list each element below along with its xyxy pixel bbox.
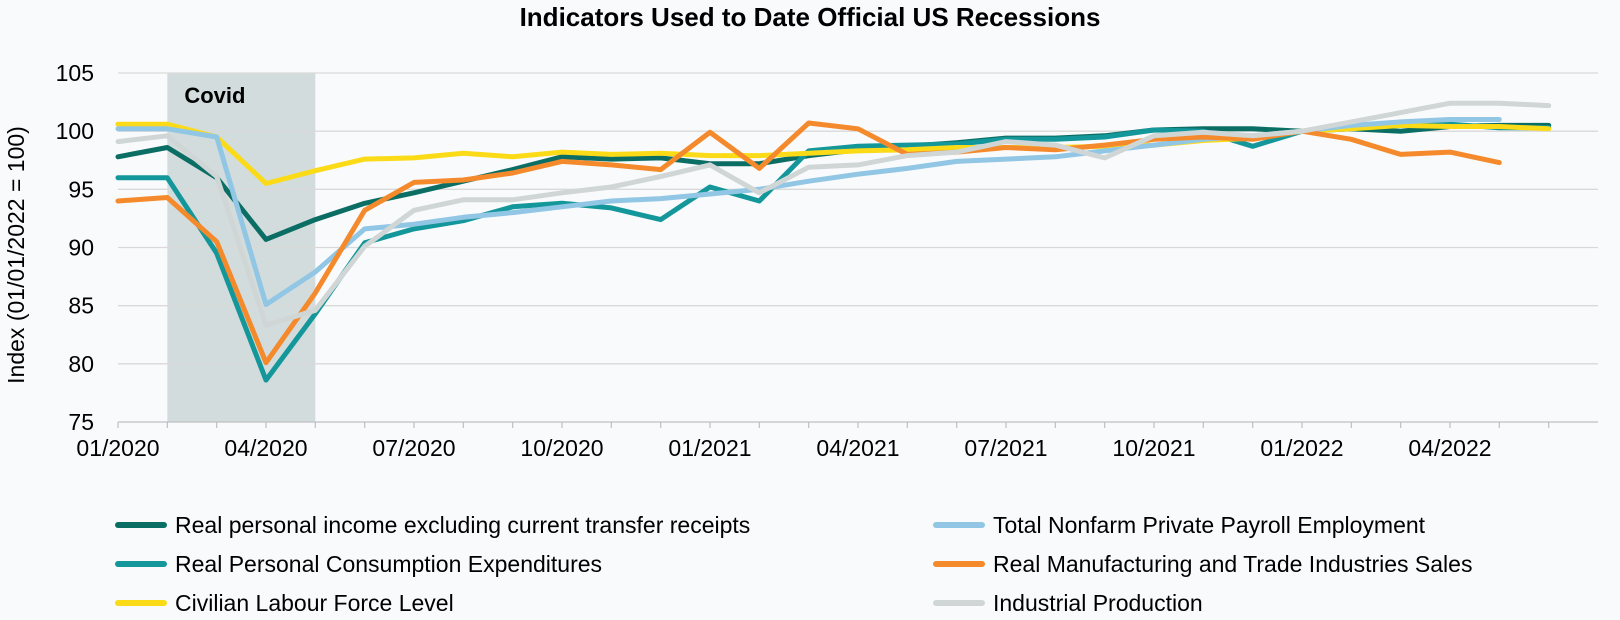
x-tick-label: 10/2021 [1112,435,1195,461]
y-tick-label: 85 [68,293,94,319]
x-tick-label: 01/2020 [76,435,159,461]
legend: Real personal income excluding current t… [115,512,1472,616]
legend-label-6: Industrial Production [993,590,1203,616]
y-tick-label: 100 [56,118,94,144]
y-tick-label: 105 [56,60,94,86]
series-lines [115,100,1552,383]
legend-label-3: Civilian Labour Force Level [175,590,454,616]
chart-title: Indicators Used to Date Official US Rece… [520,2,1101,32]
y-axis: 75 80 85 90 95 100 105 [56,60,94,435]
x-tick-label: 07/2021 [964,435,1047,461]
series-line-5 [115,120,1502,366]
legend-label-4: Total Nonfarm Private Payroll Employment [993,512,1426,538]
x-tick-label: 04/2022 [1408,435,1491,461]
series-line-1 [115,122,1552,242]
y-tick-label: 80 [68,351,94,377]
x-tick-label: 01/2021 [668,435,751,461]
x-tick-label: 10/2020 [520,435,603,461]
y-tick-label: 90 [68,235,94,261]
x-tick-label: 04/2020 [224,435,307,461]
y-tick-label: 95 [68,176,94,202]
y-axis-label: Index (01/01/2022 = 100) [3,126,29,384]
series-line-6 [115,100,1552,328]
covid-annotation: Covid [184,83,245,108]
legend-label-5: Real Manufacturing and Trade Industries … [993,551,1472,577]
y-tick-label: 75 [68,409,94,435]
series-line-3 [115,121,1552,186]
series-line-2 [115,121,1552,383]
x-tick-label: 07/2020 [372,435,455,461]
x-axis: 01/2020 04/2020 07/2020 10/2020 01/2021 04/20… [76,422,1550,461]
legend-label-2: Real Personal Consumption Expenditures [175,551,602,577]
legend-label-1: Real personal income excluding current t… [175,512,750,538]
x-tick-label: 04/2021 [816,435,899,461]
x-tick-label: 01/2022 [1260,435,1343,461]
